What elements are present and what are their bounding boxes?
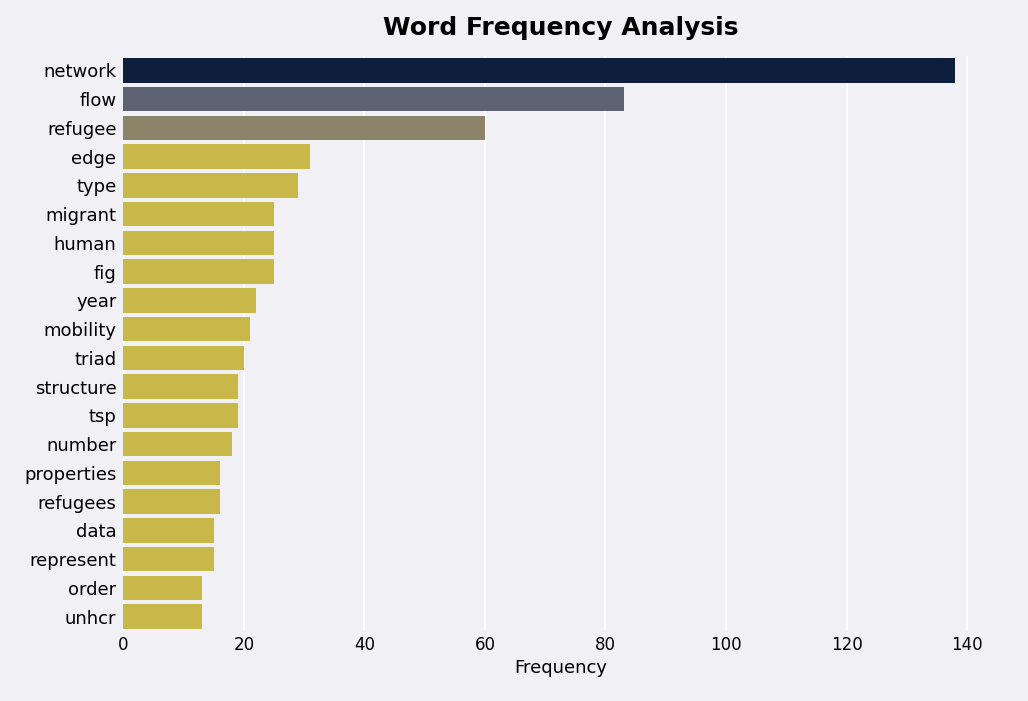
Bar bbox=[123, 403, 237, 428]
Bar bbox=[123, 231, 274, 255]
Bar bbox=[123, 87, 624, 111]
Bar bbox=[123, 489, 220, 514]
Bar bbox=[123, 518, 214, 543]
Bar bbox=[123, 346, 244, 370]
Bar bbox=[123, 144, 310, 169]
Bar bbox=[123, 576, 201, 600]
Bar bbox=[123, 259, 274, 284]
Bar bbox=[123, 116, 485, 140]
X-axis label: Frequency: Frequency bbox=[514, 660, 607, 677]
Bar bbox=[123, 58, 955, 83]
Bar bbox=[123, 173, 298, 198]
Bar bbox=[123, 461, 220, 485]
Bar bbox=[123, 288, 256, 313]
Bar bbox=[123, 432, 232, 456]
Title: Word Frequency Analysis: Word Frequency Analysis bbox=[382, 16, 738, 40]
Bar bbox=[123, 317, 250, 341]
Bar bbox=[123, 604, 201, 629]
Bar bbox=[123, 374, 237, 399]
Bar bbox=[123, 202, 274, 226]
Bar bbox=[123, 547, 214, 571]
